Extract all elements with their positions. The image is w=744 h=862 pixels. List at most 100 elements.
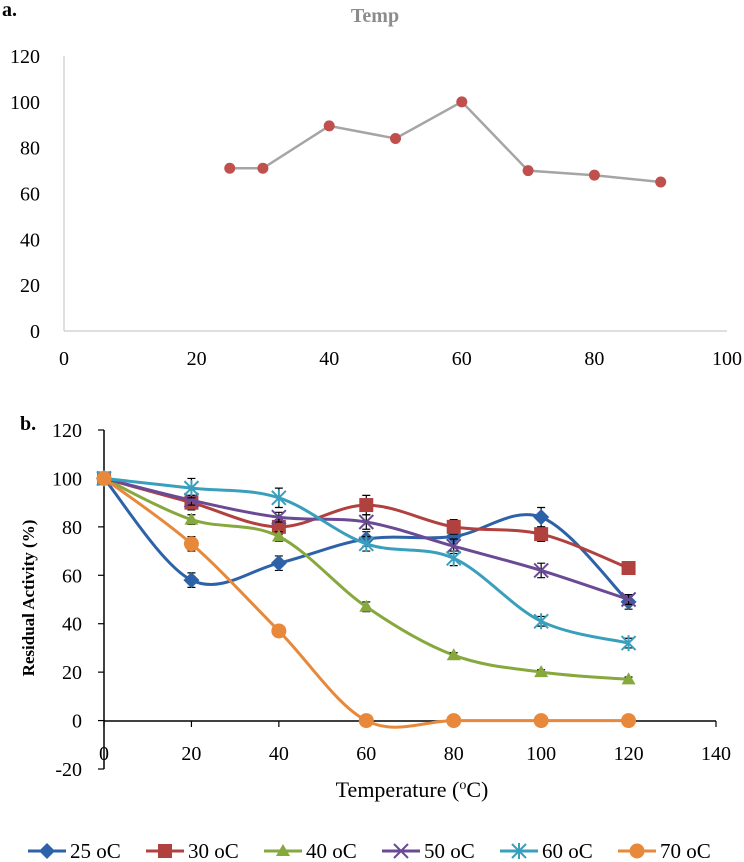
b-data-point [271, 489, 287, 506]
a-data-point [522, 165, 534, 177]
b-data-point [533, 613, 549, 630]
legend-item: 60 oC [500, 839, 593, 862]
b-data-point [359, 599, 374, 612]
b-y-tick-label: -20 [55, 759, 82, 781]
chart-a: a. Temp 0 20 40 60 80 100 120 0 20 40 60 80 100 [2, 0, 742, 370]
b-data-point [446, 648, 461, 661]
a-data-point [456, 96, 468, 108]
b-y-tick-label: 40 [62, 614, 82, 636]
a-x-tick-label: 60 [452, 348, 472, 370]
legend-swatch-marker [393, 843, 409, 859]
a-y-tick-label: 20 [20, 275, 40, 297]
b-x-tick-label: 100 [526, 743, 556, 765]
b-data-point [358, 535, 374, 552]
b-data-point [358, 514, 374, 530]
a-data-point [257, 162, 269, 174]
b-x-tick-label: 60 [356, 743, 376, 765]
a-y-tick-label: 80 [20, 138, 40, 160]
legend-item: 70 oC [618, 839, 711, 862]
chart-b: b. Residual Activity (%) Temperature (oC… [19, 413, 731, 862]
a-y-tick-label: 0 [30, 321, 40, 343]
a-x-tick-label: 100 [712, 348, 742, 370]
chart-b-series [96, 470, 637, 729]
b-series-x [96, 470, 637, 608]
b-data-point [533, 713, 549, 729]
b-data-point [271, 519, 286, 534]
chart-b-x-ticks: 0 20 40 60 80 100 120 140 [99, 721, 731, 765]
a-y-tick-label: 120 [10, 46, 40, 68]
a-x-tick-label: 0 [59, 348, 69, 370]
a-data-point [655, 176, 667, 188]
b-y-tick-label: 20 [62, 662, 82, 684]
b-data-point [359, 498, 374, 513]
legend-swatch-marker [158, 844, 172, 858]
b-data-point [533, 509, 550, 526]
legend-label: 70 oC [660, 839, 711, 862]
chart-b-y-ticks: -20 0 20 40 60 80 100 120 [52, 420, 104, 781]
legend-swatch-marker [39, 843, 55, 859]
legend-label: 40 oC [306, 839, 357, 862]
chart-a-y-ticks: 0 20 40 60 80 100 120 [10, 46, 40, 343]
a-data-point [390, 133, 401, 144]
b-data-point [534, 665, 549, 678]
legend-item: 50 oC [382, 839, 475, 862]
a-x-tick-label: 20 [187, 348, 207, 370]
chart-a-title: Temp [351, 5, 399, 27]
b-data-point [271, 623, 287, 639]
chart-a-x-ticks: 0 20 40 60 80 100 [59, 348, 742, 370]
b-data-point [621, 561, 636, 576]
b-x-tick-label: 40 [269, 743, 289, 765]
a-x-tick-label: 80 [584, 348, 604, 370]
b-data-point [620, 635, 637, 652]
b-data-point [184, 512, 199, 525]
b-y-tick-label: 100 [52, 468, 82, 490]
panel-b-label: b. [20, 413, 36, 435]
b-x-tick-label: 140 [701, 743, 731, 765]
b-data-point [533, 562, 549, 579]
b-x-tick-label: 0 [99, 743, 109, 765]
b-data-point [446, 550, 462, 567]
b-data-point [183, 480, 200, 497]
b-y-tick-label: 60 [62, 565, 82, 587]
a-data-point [588, 169, 600, 181]
b-x-tick-label: 80 [444, 743, 464, 765]
b-data-point [183, 492, 200, 508]
b-data-point [358, 713, 374, 729]
b-data-point [183, 536, 199, 552]
b-data-point [446, 519, 461, 534]
b-y-tick-label: 120 [52, 420, 82, 442]
panel-a-label: a. [2, 0, 17, 21]
a-y-tick-label: 60 [20, 184, 40, 206]
legend-label: 25 oC [70, 839, 121, 862]
a-series-line [229, 100, 661, 184]
legend-swatch-marker [276, 844, 290, 856]
b-data-point [183, 572, 200, 589]
x-label-main: Temperature ( [336, 777, 460, 802]
legend-swatch-marker [511, 843, 527, 859]
b-data-point [621, 672, 636, 685]
chart-b-legend: 25 oC 30 oC 40 oC 50 oC 60 oC 70 oC [28, 839, 711, 862]
a-data-point [224, 162, 236, 174]
legend-swatch-marker [629, 843, 645, 859]
b-data-point [96, 470, 112, 486]
b-x-tick-label: 120 [614, 743, 644, 765]
b-data-point [446, 713, 462, 729]
x-label-superscript: o [459, 778, 466, 793]
b-data-point [271, 509, 287, 525]
chart-a-series [224, 96, 667, 188]
x-label-end: C) [466, 777, 488, 802]
b-x-tick-label: 20 [181, 743, 201, 765]
b-data-point [446, 538, 462, 554]
b-y-tick-label: 0 [72, 711, 82, 733]
a-y-tick-label: 100 [10, 92, 40, 114]
b-data-point [621, 713, 637, 729]
legend-label: 50 oC [424, 839, 475, 862]
chart-b-x-label: Temperature (oC) [336, 777, 489, 802]
legend-item: 25 oC [28, 839, 121, 862]
b-data-point [620, 591, 637, 608]
a-data-point [323, 120, 335, 132]
b-data-point [270, 555, 287, 572]
b-data-point [534, 527, 549, 542]
b-series-circle [96, 470, 637, 729]
